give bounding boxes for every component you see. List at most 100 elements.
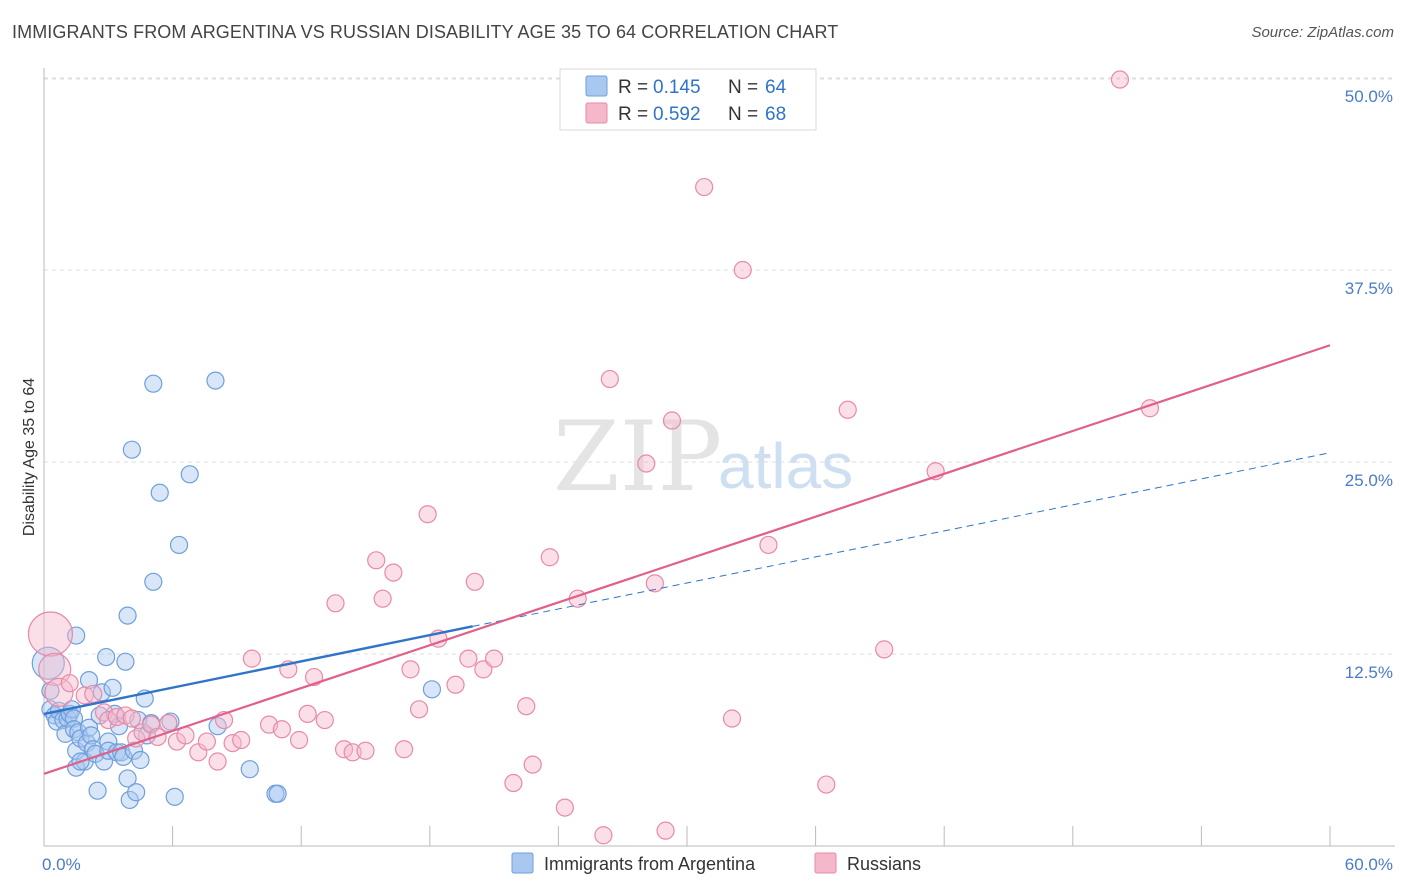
point-russians [298,704,317,724]
point-russians [817,775,836,794]
tick-labels: 12.5% 25.0% 37.5% 50.0% 0.0% 60.0% [42,87,1393,874]
point-argentina [180,465,199,484]
point-russians [637,454,656,473]
point-argentina [150,483,169,502]
point-russians [662,411,682,430]
point-russians [197,732,216,751]
point-argentina [422,680,442,699]
point-russians [38,652,72,686]
point-russians [159,714,178,733]
point-russians [555,798,574,817]
point-argentina [64,709,84,728]
point-russians [722,709,742,728]
point-russians [326,594,345,613]
point-russians [242,649,262,668]
y-tick-label: 12.5% [1345,663,1393,682]
x-tick-label: 0.0% [42,855,81,874]
point-argentina [206,371,225,390]
y-tick-label: 37.5% [1345,279,1393,298]
point-argentina [103,678,122,697]
chart-title: IMMIGRANTS FROM ARGENTINA VS RUSSIAN DIS… [12,22,839,42]
y-tick-label: 25.0% [1345,471,1393,490]
y-tick-label: 50.0% [1345,87,1393,106]
trend-russians [43,344,1331,775]
grid-layer [44,77,1395,655]
point-russians [645,574,664,593]
point-argentina [82,726,101,745]
point-argentina [144,374,163,393]
point-russians [733,260,752,280]
legend-swatch-argentina [511,852,534,874]
trend-lines [43,344,1331,775]
point-russians [27,611,74,657]
y-axis-title: Disability Age 35 to 64 [21,378,38,536]
watermark-atlas: atlas [718,430,853,502]
point-russians [517,697,536,716]
point-russians [394,740,414,759]
point-argentina [97,647,116,667]
point-russians [122,709,141,728]
stats-n-value-argentina: 64 [765,77,787,98]
point-russians [272,720,292,739]
stats-n-label-argentina: N = [728,77,758,98]
point-russians [401,660,420,679]
stats-r-label-argentina: R = [618,77,648,98]
point-russians [446,675,465,694]
point-russians [459,649,478,668]
point-russians [540,548,559,567]
point-russians [875,640,894,659]
point-argentina [240,760,259,779]
legend-label-argentina: Immigrants from Argentina [544,854,756,874]
point-russians [315,710,334,730]
point-russians [600,369,619,389]
watermark: ZIP atlas [553,401,853,513]
stats-legend: R = 0.145 N = 64 R = 0.592 N = 68 [559,68,817,131]
stats-r-value-russians: 0.592 [653,104,701,125]
series-legend: Immigrants from Argentina Russians [511,852,921,874]
point-russians [373,589,392,608]
point-russians [356,741,375,760]
stats-swatch-russians [585,102,608,124]
stats-swatch-argentina [585,75,608,97]
point-russians [485,649,504,668]
point-russians [465,572,484,591]
point-russians [60,674,79,693]
point-russians [44,677,74,708]
point-argentina [144,572,163,591]
x-tick-label: 60.0% [1345,855,1393,874]
point-russians [759,535,778,555]
point-russians [384,563,403,582]
point-argentina [118,769,137,788]
trend-argentina [43,625,473,716]
point-argentina [116,652,135,671]
stats-r-value-argentina: 0.145 [653,77,701,98]
point-argentina [122,440,141,459]
point-argentina [131,750,150,770]
point-russians [523,755,542,774]
point-russians [289,730,309,750]
point-russians [232,730,251,750]
point-russians [504,773,523,793]
stats-r-label-russians: R = [618,104,648,125]
legend-swatch-russians [814,852,837,874]
point-argentina [268,784,287,803]
point-russians [84,684,103,704]
point-russians [1110,70,1130,89]
point-argentina [127,783,146,802]
point-russians [418,505,437,524]
point-russians [656,821,675,840]
axes-layer [43,68,1395,847]
point-argentina [169,535,189,555]
point-russians [367,551,386,570]
point-russians [838,400,857,419]
point-russians [208,752,227,771]
point-russians [695,177,714,197]
legend-label-russians: Russians [847,854,921,874]
point-argentina [165,787,184,806]
point-argentina [88,781,107,800]
point-russians [409,700,429,719]
point-russians [594,826,613,845]
series-russians-points [27,70,1160,845]
series-argentina-points [31,371,442,810]
